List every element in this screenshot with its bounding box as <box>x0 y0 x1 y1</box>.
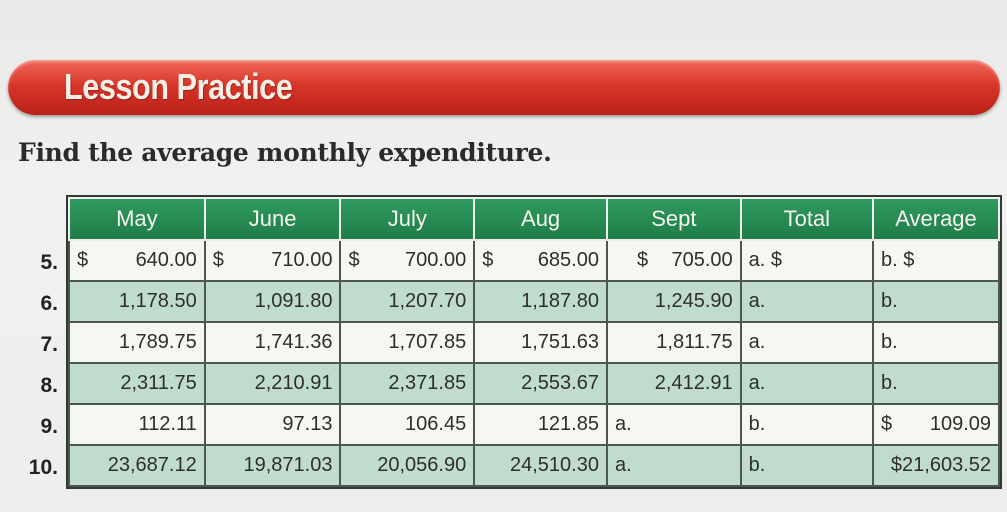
row-number: 9. <box>40 415 58 438</box>
row-number: 6. <box>40 292 58 315</box>
row-number: 10. <box>28 456 58 479</box>
currency-sign: $ <box>636 249 649 271</box>
cell-june: 1,091.80 <box>203 280 342 323</box>
cell-total: b. <box>739 403 875 446</box>
expenditure-table: May June July Aug Sept Total Average $ 6… <box>68 197 1000 487</box>
cell-total: b. <box>739 444 875 487</box>
lesson-title: Lesson Practice <box>64 66 293 107</box>
currency-sign: $ <box>482 249 494 271</box>
cell-sept: 1,811.75 <box>605 321 742 364</box>
currency-sign: $ <box>212 249 224 271</box>
cell-aug: 1,187.80 <box>473 280 608 323</box>
cell-june: 97.13 <box>203 403 342 446</box>
row-number: 8. <box>40 374 58 397</box>
cell-average: b. <box>872 362 1000 405</box>
row-number: 7. <box>40 333 58 356</box>
cell-july: 1,207.70 <box>339 280 476 323</box>
cell-sept: 2,412.91 <box>605 362 742 405</box>
cell-june: $ 710.00 <box>203 239 342 282</box>
cell-july: $ 700.00 <box>339 239 476 282</box>
cell-aug: 1,751.63 <box>473 321 608 364</box>
table-row: 1,178.50 1,091.80 1,207.70 1,187.80 1,24… <box>68 280 1000 323</box>
cell-total: a. <box>739 321 875 364</box>
cell-may: 112.11 <box>68 403 206 446</box>
cell-average: $21,603.52 <box>872 444 1000 487</box>
cell-sept: $ 705.00 <box>605 239 742 282</box>
cell-july: 106.45 <box>339 403 476 446</box>
cell-average: b. <box>872 321 1000 364</box>
cell-may: 23,687.12 <box>68 444 206 487</box>
row-number: 5. <box>40 251 58 274</box>
cell-aug: 121.85 <box>473 403 608 446</box>
lesson-banner <box>8 60 1000 115</box>
header-may: May <box>68 197 206 241</box>
table-row: 112.11 97.13 106.45 121.85 a. b. $ 109.0… <box>68 403 1000 446</box>
instruction-text: Find the average monthly expenditure. <box>18 138 552 167</box>
table-row: 2,311.75 2,210.91 2,371.85 2,553.67 2,41… <box>68 362 1000 405</box>
cell-may: $ 640.00 <box>68 239 206 282</box>
cell-total: a. <box>739 362 875 405</box>
table-row: 1,789.75 1,741.36 1,707.85 1,751.63 1,81… <box>68 321 1000 364</box>
cell-may: 2,311.75 <box>68 362 206 405</box>
header-july: July <box>339 197 476 241</box>
header-june: June <box>203 197 342 241</box>
cell-may: 1,789.75 <box>68 321 206 364</box>
cell-total: a. $ <box>739 239 875 282</box>
header-aug: Aug <box>473 197 608 241</box>
cell-aug: $ 685.00 <box>473 239 608 282</box>
cell-june: 19,871.03 <box>203 444 342 487</box>
cell-july: 1,707.85 <box>339 321 476 364</box>
cell-average: b. $ <box>872 239 1000 282</box>
table-row: 23,687.12 19,871.03 20,056.90 24,510.30 … <box>68 444 1000 487</box>
header-average: Average <box>872 197 1000 241</box>
currency-sign: $ <box>348 249 360 271</box>
currency-sign: $ <box>77 249 89 271</box>
cell-sept: a. <box>605 403 742 446</box>
header-total: Total <box>739 197 875 241</box>
cell-sept: 1,245.90 <box>605 280 742 323</box>
cell-june: 2,210.91 <box>203 362 342 405</box>
cell-total: a. <box>739 280 875 323</box>
cell-may: 1,178.50 <box>68 280 206 323</box>
table-row: $ 640.00 $ 710.00 $ 700.00 $ 685.00 $ 70… <box>68 239 1000 282</box>
currency-sign: $ <box>881 413 893 435</box>
cell-sept: a. <box>605 444 742 487</box>
cell-july: 20,056.90 <box>339 444 476 487</box>
cell-average: $ 109.09 <box>872 403 1000 446</box>
cell-june: 1,741.36 <box>203 321 342 364</box>
cell-average: b. <box>872 280 1000 323</box>
cell-aug: 2,553.67 <box>473 362 608 405</box>
table-header-row: May June July Aug Sept Total Average <box>68 197 1000 241</box>
cell-aug: 24,510.30 <box>473 444 608 487</box>
header-sept: Sept <box>605 197 742 241</box>
cell-july: 2,371.85 <box>339 362 476 405</box>
